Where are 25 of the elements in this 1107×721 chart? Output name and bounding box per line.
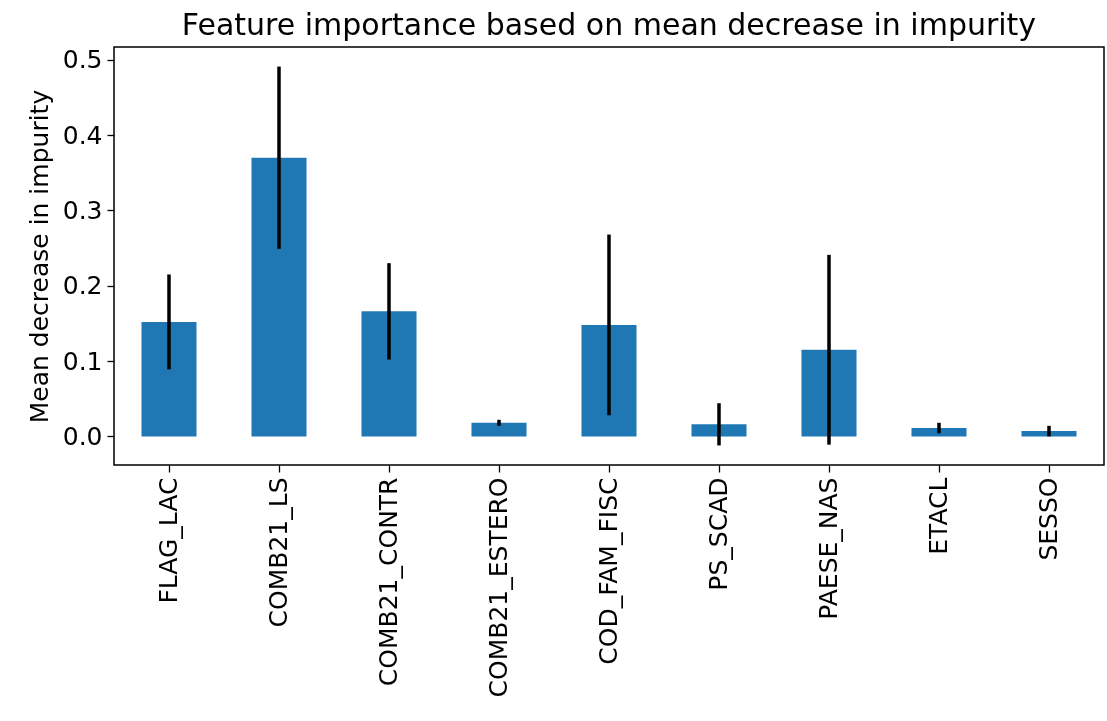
bar [581,324,637,437]
bar [141,321,197,437]
x-tick-label: COD_FAM_FISC [594,477,623,665]
bar [251,157,307,437]
bar [801,349,857,437]
y-axis-title: Mean decrease in impurity [24,89,54,424]
y-tick-label: 0.3 [62,195,103,225]
y-tick-label: 0.5 [62,45,103,75]
y-tick-label: 0.4 [62,120,103,150]
x-tick-label: ETACL [924,477,953,555]
x-tick-label: SESSO [1034,477,1063,561]
y-tick-label: 0.1 [62,346,103,376]
x-tick-label: PS_SCAD [704,477,733,591]
chart-title: Feature importance based on mean decrease in impurity [181,7,1037,42]
x-tick-label: COMB21_ESTERO [484,477,513,698]
x-tick-label: COMB21_LS [264,477,293,628]
bar [471,422,527,437]
bar [911,428,967,437]
bar [361,311,417,437]
y-tick-label: 0.0 [62,421,103,451]
x-tick-label: FLAG_LAC [154,477,183,604]
x-tick-label: COMB21_CONTR [374,477,403,687]
bar [691,424,747,437]
y-tick-label: 0.2 [62,271,103,301]
x-tick-label: PAESE_NAS [814,477,843,620]
